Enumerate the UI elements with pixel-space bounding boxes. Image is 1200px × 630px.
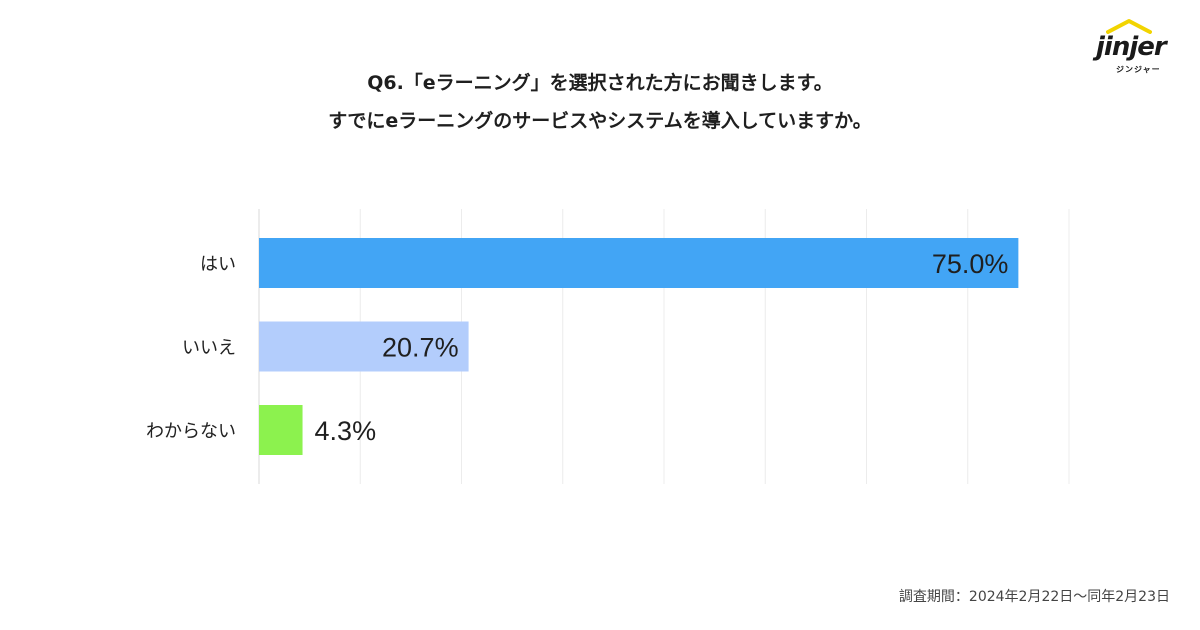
- survey-period: 調査期間：2024年2月22日〜同年2月23日: [898, 589, 1170, 605]
- jinjer-logo: jinjer ジンジャー: [1088, 14, 1184, 74]
- bar-2: [259, 321, 469, 372]
- bar-3: [259, 405, 303, 455]
- title-line-2: すでにeラーニングのサービスやシステムを導入していますか。: [328, 110, 872, 132]
- title-line-1: Q6.「eラーニング」を選択された方にお聞きします。: [367, 72, 833, 94]
- logo-kana: ジンジャー: [1116, 65, 1161, 74]
- logo-roof-icon: [1106, 19, 1152, 34]
- data-label: 20.7%: [382, 333, 459, 363]
- data-label: 4.3%: [315, 416, 377, 446]
- data-label: 75.0%: [932, 249, 1009, 279]
- category-label: はい: [200, 254, 236, 275]
- chart-title: Q6.「eラーニング」を選択された方にお聞きします。 すでにeラーニングのサービ…: [0, 64, 1200, 140]
- bar-1: [259, 238, 1019, 288]
- category-label: わからない: [146, 421, 236, 442]
- logo-wordmark: jinjer: [1096, 32, 1167, 62]
- category-label: いいえ: [182, 338, 236, 359]
